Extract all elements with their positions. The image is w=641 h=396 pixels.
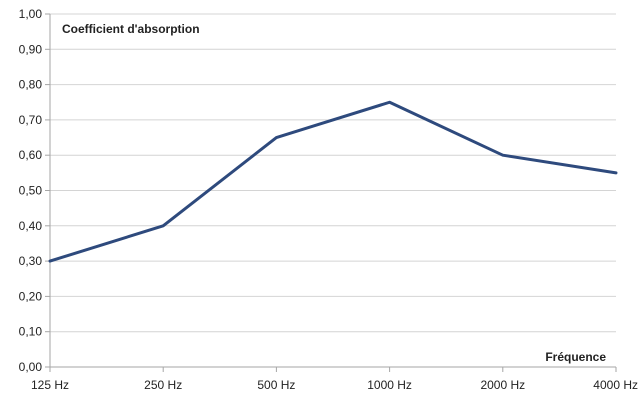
axes: [45, 13, 617, 372]
y-tick-labels: 0,00 0,10 0,20 0,30 0,40 0,50 0,60 0,70 0,80 0,90…: [19, 7, 43, 374]
y-tick-label: 0,40: [19, 219, 43, 233]
y-tick-label: 0,60: [19, 148, 43, 162]
x-tick-label: 1000 Hz: [367, 378, 412, 392]
y-tick-label: 0,00: [19, 360, 43, 374]
y-tick-label: 0,30: [19, 254, 43, 268]
x-tick-labels: 125 Hz 250 Hz 500 Hz 1000 Hz 2000 Hz 4000 Hz: [31, 378, 638, 392]
y-tick-label: 1,00: [19, 7, 43, 21]
x-tick-label: 125 Hz: [31, 378, 69, 392]
series-line: [48, 100, 618, 263]
y-tick-label: 0,70: [19, 113, 43, 127]
y-tick-label: 0,10: [19, 325, 43, 339]
y-tick-label: 0,80: [19, 78, 43, 92]
y-axis-title: Coefficient d'absorption: [62, 22, 200, 36]
series: [48, 100, 618, 263]
x-tick-label: 4000 Hz: [593, 378, 638, 392]
x-tick-label: 2000 Hz: [480, 378, 525, 392]
x-tick-label: 500 Hz: [257, 378, 295, 392]
gridlines: [50, 13, 616, 333]
x-tick-label: 250 Hz: [144, 378, 182, 392]
x-axis-title: Fréquence: [545, 350, 606, 364]
y-tick-label: 0,50: [19, 184, 43, 198]
y-tick-label: 0,20: [19, 289, 43, 303]
y-tick-label: 0,90: [19, 42, 43, 56]
